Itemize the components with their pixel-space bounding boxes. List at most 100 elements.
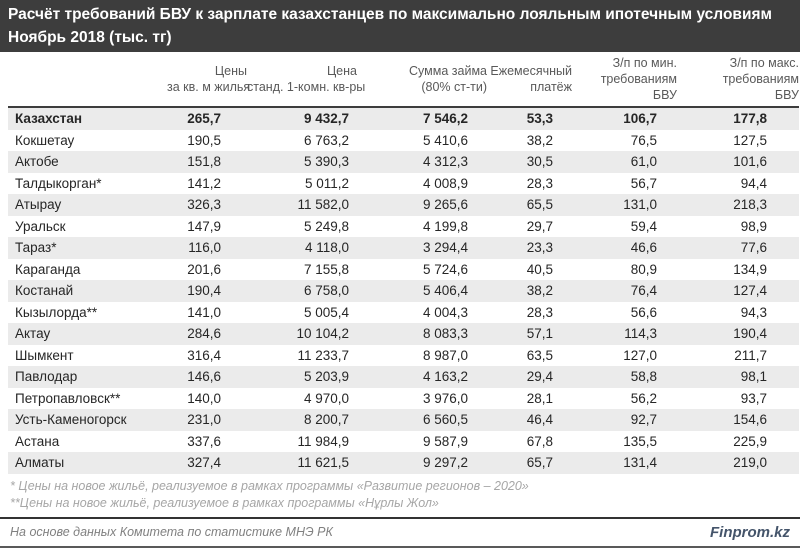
value-cell-salary-min-req: 106,7 [623, 111, 657, 127]
region-cell: Караганда [15, 261, 81, 277]
column-header-region [8, 52, 167, 108]
value-cell-loan-amount: 4 163,2 [422, 369, 468, 385]
value-cell-salary-min-req: 56,6 [630, 304, 657, 320]
value-cell-price-std-1room: 11 582,0 [297, 197, 349, 213]
table-body: Казахстан 265,7 9 432,7 7 546,2 53,3 106,7 177… [8, 107, 799, 474]
table-row: Алматы 327,4 11 621,5 9 297,2 65,7 131,4 219,0 [8, 452, 799, 474]
value-cell-salary-min-req: 76,4 [630, 283, 657, 299]
value-cell-price-std-1room: 4 970,0 [303, 390, 349, 406]
value-cell-monthly-payment: 28,3 [526, 175, 553, 191]
value-cell-monthly-payment: 53,3 [526, 111, 553, 127]
table-row: Кызылорда** 141,0 5 005,4 4 004,3 28,3 56,6 94… [8, 302, 799, 324]
title-bar: Расчёт требований БВУ к зарплате казахст… [0, 0, 800, 52]
value-cell-monthly-payment: 28,1 [526, 390, 553, 406]
region-cell: Астана [15, 433, 60, 449]
region-cell: Алматы [15, 455, 65, 471]
region-cell: Петропавловск** [15, 390, 121, 406]
value-cell-price-std-1room: 9 432,7 [303, 111, 349, 127]
value-cell-loan-amount: 5 406,4 [422, 283, 468, 299]
table-head: Цены за кв. м жилья Цена станд. 1-комн. кв-… [8, 52, 799, 108]
value-cell-price-std-1room: 5 005,4 [303, 304, 349, 320]
value-cell-price-std-1room: 6 763,2 [303, 132, 349, 148]
value-cell-salary-max-req: 177,8 [733, 111, 767, 127]
region-cell: Кызылорда** [15, 304, 98, 320]
value-cell-price-per-sqm: 190,5 [187, 132, 221, 148]
value-cell-price-std-1room: 11 984,9 [297, 433, 349, 449]
table-row: Петропавловск** 140,0 4 970,0 3 976,0 28,1 56… [8, 388, 799, 410]
value-cell-monthly-payment: 46,4 [526, 412, 553, 428]
value-cell-price-per-sqm: 201,6 [187, 261, 221, 277]
table-row: Караганда 201,6 7 155,8 5 724,6 40,5 80,9 134,… [8, 259, 799, 281]
region-cell: Уральск [15, 218, 66, 234]
value-cell-loan-amount: 5 724,6 [422, 261, 468, 277]
value-cell-salary-min-req: 76,5 [630, 132, 657, 148]
table-row: Тараз* 116,0 4 118,0 3 294,4 23,3 46,6 77,6 [8, 237, 799, 259]
value-cell-salary-min-req: 61,0 [630, 154, 657, 170]
value-cell-salary-min-req: 80,9 [630, 261, 657, 277]
value-cell-monthly-payment: 30,5 [526, 154, 553, 170]
value-cell-salary-max-req: 127,4 [733, 283, 767, 299]
value-cell-salary-max-req: 98,9 [740, 218, 767, 234]
value-cell-salary-max-req: 190,4 [733, 326, 767, 342]
value-cell-price-std-1room: 8 200,7 [303, 412, 349, 428]
value-cell-loan-amount: 3 294,4 [422, 240, 468, 256]
value-cell-price-per-sqm: 265,7 [187, 111, 221, 127]
value-cell-monthly-payment: 29,7 [526, 218, 553, 234]
region-cell: Павлодар [15, 369, 78, 385]
table-row: Талдыкорган* 141,2 5 011,2 4 008,9 28,3 56,7 9… [8, 173, 799, 195]
value-cell-loan-amount: 5 410,6 [422, 132, 468, 148]
value-cell-salary-max-req: 94,4 [740, 175, 767, 191]
table-row: Шымкент 316,4 11 233,7 8 987,0 63,5 127,0 211,… [8, 345, 799, 367]
table-row: Актобе 151,8 5 390,3 4 312,3 30,5 61,0 101,6 [8, 151, 799, 173]
value-cell-monthly-payment: 57,1 [526, 326, 553, 342]
value-cell-salary-max-req: 154,6 [733, 412, 767, 428]
column-header-monthly-payment: Ежемесячный платёж [487, 52, 572, 108]
region-cell: Актау [15, 326, 51, 342]
region-cell: Костанай [15, 283, 74, 299]
value-cell-loan-amount: 4 199,8 [422, 218, 468, 234]
value-cell-loan-amount: 3 976,0 [422, 390, 468, 406]
footnote-nurly-zhol: **Цены на новое жильё, реализуемое в рам… [10, 495, 439, 510]
value-cell-loan-amount: 4 004,3 [422, 304, 468, 320]
column-header-price-per-sqm: Цены за кв. м жилья [167, 52, 250, 108]
value-cell-loan-amount: 9 587,9 [422, 433, 468, 449]
value-cell-salary-min-req: 56,2 [630, 390, 657, 406]
value-cell-monthly-payment: 38,2 [526, 283, 553, 299]
value-cell-price-per-sqm: 141,2 [187, 175, 221, 191]
value-cell-salary-max-req: 94,3 [740, 304, 767, 320]
value-cell-salary-min-req: 135,5 [623, 433, 657, 449]
value-cell-salary-max-req: 127,5 [733, 132, 767, 148]
column-header-price-std-1room: Цена станд. 1-комн. кв-ры [247, 52, 365, 108]
value-cell-loan-amount: 4 312,3 [422, 154, 468, 170]
value-cell-monthly-payment: 65,5 [526, 197, 553, 213]
table-row: Кокшетау 190,5 6 763,2 5 410,6 38,2 76,5 127,5 [8, 130, 799, 152]
value-cell-monthly-payment: 38,2 [526, 132, 553, 148]
value-cell-price-std-1room: 11 233,7 [297, 347, 349, 363]
table-row: Астана 337,6 11 984,9 9 587,9 67,8 135,5 225,9 [8, 431, 799, 453]
value-cell-price-per-sqm: 190,4 [187, 283, 221, 299]
region-cell: Усть-Каменогорск [15, 412, 127, 428]
value-cell-salary-min-req: 114,3 [624, 326, 657, 342]
value-cell-loan-amount: 9 265,6 [422, 197, 468, 213]
value-cell-price-per-sqm: 326,3 [187, 197, 221, 213]
region-cell: Атырау [15, 197, 62, 213]
value-cell-price-std-1room: 11 621,5 [297, 455, 349, 471]
table-row: Казахстан 265,7 9 432,7 7 546,2 53,3 106,7 177… [8, 107, 799, 130]
value-cell-price-std-1room: 4 118,0 [304, 240, 349, 256]
table-row: Павлодар 146,6 5 203,9 4 163,2 29,4 58,8 98,1 [8, 366, 799, 388]
value-cell-price-std-1room: 5 249,8 [303, 218, 349, 234]
brand-logo: Finprom.kz [709, 523, 790, 541]
value-cell-loan-amount: 4 008,9 [422, 175, 468, 191]
value-cell-salary-max-req: 219,0 [733, 455, 767, 471]
page-title-line-1: Расчёт требований БВУ к зарплате казахст… [8, 6, 772, 23]
value-cell-monthly-payment: 65,7 [526, 455, 553, 471]
value-cell-price-per-sqm: 151,8 [187, 154, 221, 170]
value-cell-price-per-sqm: 337,6 [187, 433, 221, 449]
value-cell-price-per-sqm: 146,6 [187, 369, 221, 385]
page-title-line-2: Ноябрь 2018 (тыс. тг) [8, 29, 172, 46]
value-cell-monthly-payment: 28,3 [526, 304, 553, 320]
region-cell: Кокшетау [15, 132, 75, 148]
value-cell-salary-min-req: 127,0 [623, 347, 657, 363]
value-cell-salary-max-req: 134,9 [733, 261, 767, 277]
data-source-note: На основе данных Комитета по статистике … [10, 525, 333, 539]
